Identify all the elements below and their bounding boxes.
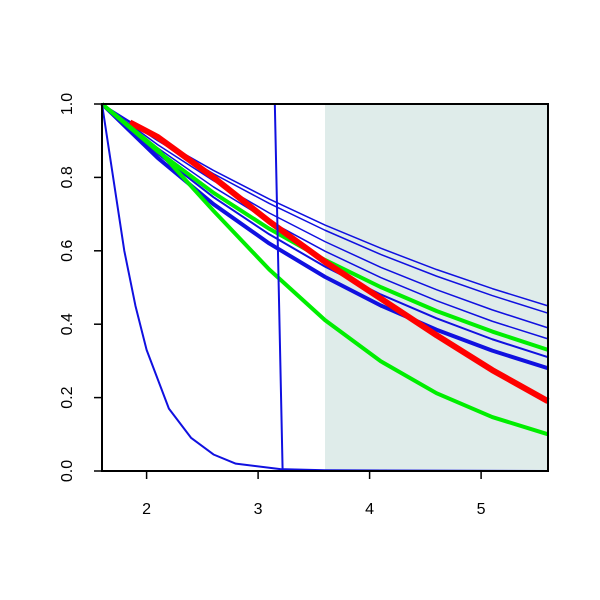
y-tick-label: 0.6 [59,240,76,262]
curve [128,119,550,404]
y-tick-label: 0.2 [59,386,76,408]
x-tick-label: 2 [142,501,151,518]
curve [101,103,549,472]
curve [101,103,549,329]
y-tick-label: 1.0 [59,93,76,115]
curve [101,103,549,340]
x-tick-label: 4 [365,501,374,518]
curve [100,102,549,437]
shaded-region [325,104,548,471]
y-tick-label: 0.4 [59,313,76,335]
x-tick-label: 5 [477,501,486,518]
plot-frame [101,103,549,472]
x-tick-label: 3 [254,501,263,518]
curve [100,102,549,371]
y-tick-label: 0.0 [59,460,76,482]
y-tick-label: 0.8 [59,166,76,188]
